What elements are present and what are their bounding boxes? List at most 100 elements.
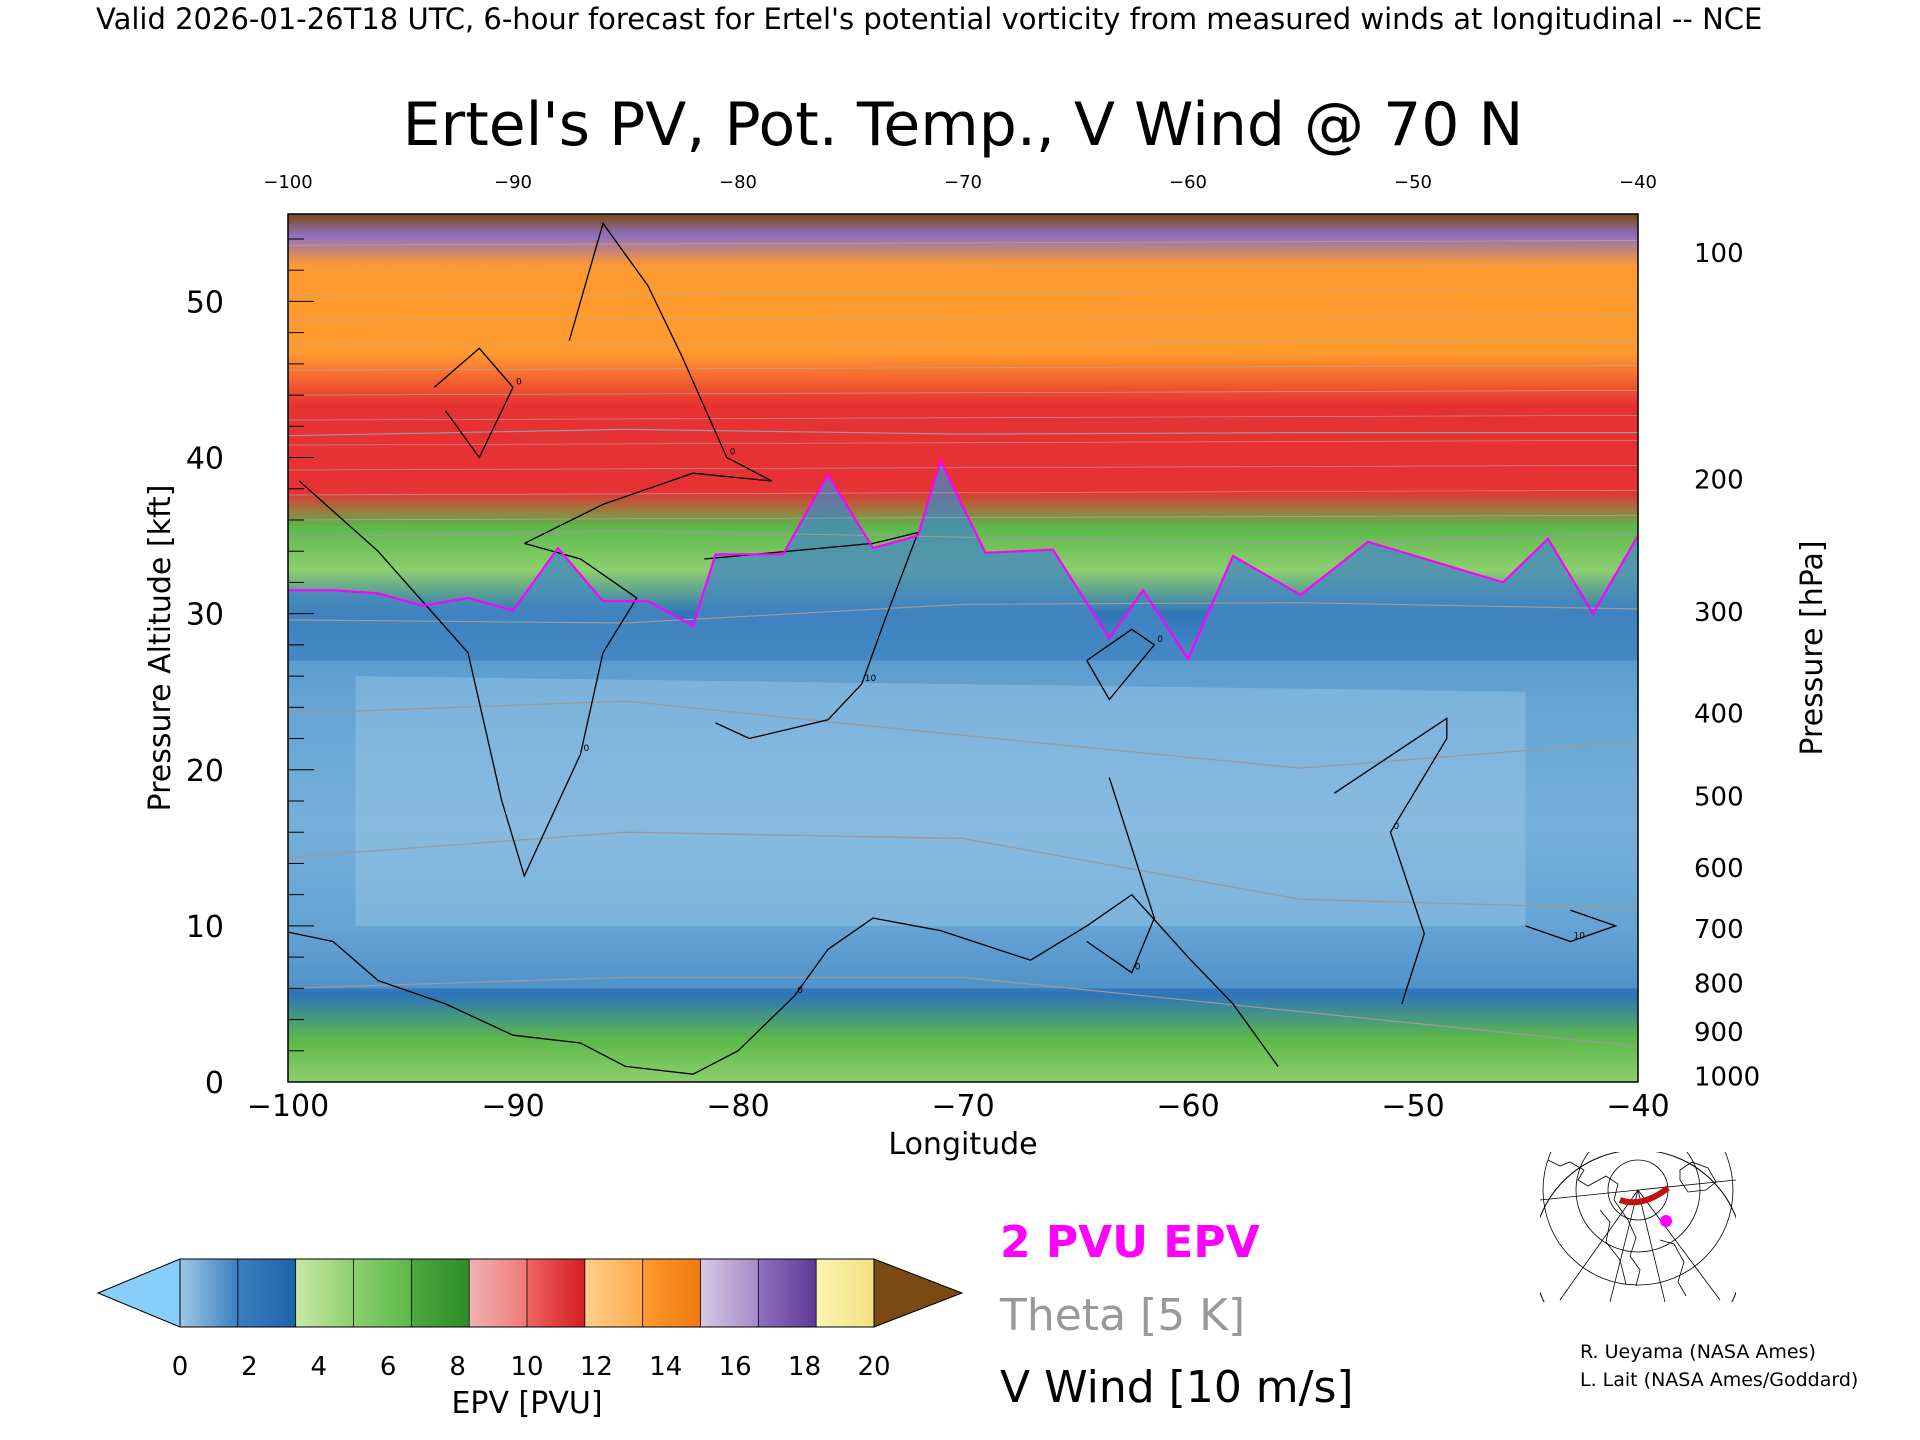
v-wind-contour (433, 347, 514, 459)
bottom-x-tick-label: −100 (247, 1089, 329, 1124)
top-x-tick-label: −50 (1394, 172, 1432, 193)
x-axis-label: Longitude (888, 1127, 1037, 1162)
chart-title: Ertel's PV, Pot. Temp., V Wind @ 70 N (403, 90, 1524, 160)
right-y-tick-label: 100 (1694, 239, 1744, 269)
v-wind-contour-label: 0 (797, 986, 803, 996)
theta-contour-upper (288, 265, 1638, 271)
v-wind-contour-label: 0 (1394, 822, 1400, 832)
theta-contour-280 (288, 976, 1638, 1047)
colorbar-frame (179, 1258, 875, 1328)
colorbar-ticks: 0 2 4 6 8 10 12 14 16 18 20 (172, 1352, 891, 1382)
left-y-tick-label: 0 (205, 1066, 224, 1101)
right-y-tick-label: 600 (1694, 854, 1744, 884)
left-minor-ticks (288, 238, 314, 1052)
v-wind-contour-label: 0 (730, 448, 736, 458)
bottom-x-tick-label: −80 (706, 1089, 769, 1124)
top-x-tick-label: −40 (1619, 172, 1657, 193)
colorbar-tick-label: 2 (241, 1352, 258, 1382)
top-x-axis: −100 −90 −80 −70 −60 −50 −40 (263, 172, 1657, 193)
colorbar-tick-label: 10 (510, 1352, 543, 1382)
right-y-tick-label: 1000 (1694, 1063, 1760, 1093)
colorbar-bin (353, 1258, 413, 1328)
v-wind-contour (1333, 717, 1448, 1005)
theta-contour-upper (288, 390, 1638, 396)
y-axis-label-left: Pressure Altitude [kft] (143, 485, 178, 812)
v-wind-contour (704, 531, 920, 740)
theta-contour-360 (288, 530, 1638, 545)
v-wind-contour (1525, 909, 1618, 943)
v-wind-contour (288, 893, 1279, 1075)
right-y-tick-label: 200 (1694, 465, 1744, 495)
left-y-tick-label: 30 (186, 598, 224, 633)
theta-contour-upper (288, 439, 1638, 446)
v-wind-contour-label: 0 (516, 377, 522, 387)
locator-track (1618, 1185, 1670, 1206)
colorbar-under-arrow (96, 1258, 181, 1328)
header-text: Valid 2026-01-26T18 UTC, 6-hour forecast… (96, 2, 1762, 36)
right-y-tick-label: 400 (1694, 700, 1744, 730)
theta-contours (288, 240, 1638, 1047)
right-y-tick-label: 900 (1694, 1018, 1744, 1048)
troposphere-region (288, 460, 1638, 989)
tropopause-band (288, 460, 1638, 661)
credit-line-1: R. Ueyama (NASA Ames) (1580, 1341, 1816, 1363)
bottom-x-tick-label: −90 (481, 1089, 544, 1124)
colorbar: 0 2 4 6 8 10 12 14 16 18 20 EPV [PVU] (96, 1258, 964, 1421)
v-wind-contour-label: 0 (584, 744, 590, 754)
bottom-x-axis: −100 −90 −80 −70 −60 −50 −40 (247, 1089, 1670, 1124)
plot-frame (287, 213, 1639, 1083)
locator-map (1540, 1152, 1736, 1302)
v-wind-contour (524, 221, 773, 544)
theta-contour-upper (288, 489, 1638, 496)
right-y-tick-label: 700 (1694, 915, 1744, 945)
colorbar-bin (410, 1258, 471, 1328)
left-y-tick-label: 20 (186, 754, 224, 789)
top-x-tick-label: −80 (719, 172, 757, 193)
v-wind-contour (1086, 628, 1156, 701)
y-axis-label-right: Pressure [hPa] (1795, 540, 1830, 755)
colorbar-bin (237, 1258, 297, 1328)
theta-contour-upper (288, 340, 1638, 346)
colorbar-bin (815, 1258, 875, 1328)
pv-2pvu-contour (288, 457, 1638, 662)
v-wind-contour-label: 0 (1157, 635, 1163, 645)
colorbar-bin (295, 1258, 355, 1328)
right-y-tick-label: 300 (1694, 598, 1744, 628)
colorbar-tick-label: 6 (380, 1352, 397, 1382)
colorbar-tick-label: 4 (311, 1352, 328, 1382)
theta-contour-upper (288, 464, 1638, 471)
colorbar-tick-label: 12 (580, 1352, 613, 1382)
theta-contour-340 (288, 602, 1638, 624)
colorbar-label: EPV [PVU] (451, 1386, 602, 1421)
locator-point (1660, 1215, 1672, 1227)
top-x-tick-label: −90 (494, 172, 532, 193)
v-wind-contour (298, 480, 638, 878)
colorbar-tick-label: 16 (719, 1352, 752, 1382)
bottom-x-tick-label: −60 (1156, 1089, 1219, 1124)
colorbar-bins (179, 1258, 875, 1328)
right-y-axis: 1000 900 800 700 600 500 400 300 200 100 (1694, 239, 1760, 1093)
theta-contour-upper (288, 414, 1638, 421)
theta-contour-upper (288, 315, 1638, 321)
colorbar-tick-label: 0 (172, 1352, 189, 1382)
bottom-x-tick-label: −50 (1381, 1089, 1444, 1124)
colorbar-bin (179, 1258, 239, 1328)
troposphere-interior (355, 676, 1526, 926)
colorbar-bin (757, 1258, 818, 1328)
right-y-tick-label: 800 (1694, 970, 1744, 1000)
colorbar-tick-label: 8 (449, 1352, 466, 1382)
v-wind-contour (1086, 777, 1155, 974)
legend-v-wind: V Wind [10 m/s] (1000, 1362, 1354, 1413)
colorbar-over-arrow (873, 1258, 964, 1328)
credit-line-2: L. Lait (NASA Ames/Goddard) (1580, 1369, 1858, 1391)
left-y-tick-label: 50 (186, 285, 224, 320)
theta-contour-upper (288, 240, 1638, 246)
v-wind-contour-label: 10 (1574, 931, 1586, 941)
colorbar-tick-label: 18 (788, 1352, 821, 1382)
v-wind-contours: 0 0 0 10 0 0 0 0 10 (288, 221, 1618, 1075)
bottom-x-tick-label: −70 (931, 1089, 994, 1124)
theta-contour-380 (288, 428, 1638, 437)
left-y-tick-label: 40 (186, 442, 224, 477)
theta-contour-320 (288, 700, 1638, 769)
